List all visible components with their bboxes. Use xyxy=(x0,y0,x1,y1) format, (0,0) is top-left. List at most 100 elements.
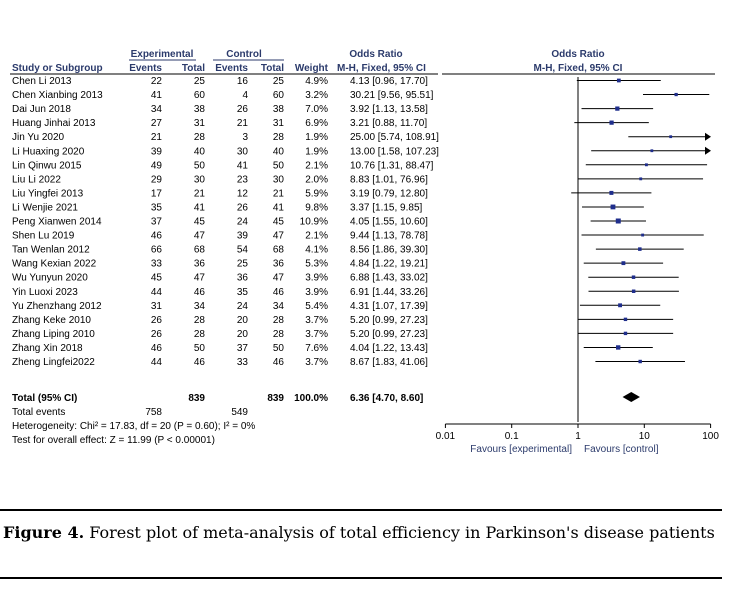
study-name: Chen Li 2013 xyxy=(12,76,72,87)
exp-total: 46 xyxy=(194,287,206,298)
weight: 7.0% xyxy=(305,104,328,115)
total-events-ctl: 549 xyxy=(231,407,248,418)
study-name: Liu Yingfei 2013 xyxy=(12,188,84,199)
ctl-events: 24 xyxy=(237,217,249,228)
ctl-total: 21 xyxy=(273,188,285,199)
study-name: Li Wenjie 2021 xyxy=(12,202,78,213)
ctl-events: 23 xyxy=(237,174,249,185)
ctl-events: 3 xyxy=(242,132,248,143)
study-point-estimate xyxy=(616,78,621,83)
exp-events: 27 xyxy=(151,118,163,129)
exp-total: 45 xyxy=(194,217,206,228)
study-point-estimate xyxy=(638,247,642,251)
weight: 9.8% xyxy=(305,202,328,213)
ctl-events-header: Events xyxy=(215,63,248,74)
table-row: Zhang Xin 2018 46 50 37 50 7.6% 4.04 [1.22, 13… xyxy=(12,343,428,354)
ctl-events: 35 xyxy=(237,287,249,298)
plot-marks xyxy=(571,77,711,422)
ci-arrow xyxy=(705,146,711,155)
weight: 6.9% xyxy=(305,118,328,129)
study-point-estimate xyxy=(674,92,678,97)
exp-total: 47 xyxy=(194,273,206,284)
study-point-estimate xyxy=(638,359,642,364)
favours-experimental-label: Favours [experimental] xyxy=(470,444,572,455)
study-point-estimate xyxy=(616,345,621,350)
exp-events: 45 xyxy=(151,273,163,284)
table-row: Yin Luoxi 2023 44 46 35 46 3.9% 6.91 [1.44, 33… xyxy=(12,287,428,298)
exp-total: 40 xyxy=(194,146,206,157)
exp-events: 66 xyxy=(151,245,163,256)
study-name: Dai Jun 2018 xyxy=(12,104,71,115)
ctl-total: 28 xyxy=(273,315,285,326)
exp-total: 38 xyxy=(194,104,206,115)
weight: 3.2% xyxy=(305,90,328,101)
ctl-total: 25 xyxy=(273,76,285,87)
x-tick-label: 10 xyxy=(639,431,651,442)
ci-text: 4.84 [1.22, 19.21] xyxy=(350,259,428,270)
exp-events: 39 xyxy=(151,146,163,157)
ctl-events: 21 xyxy=(237,118,249,129)
weight: 7.6% xyxy=(305,343,328,354)
exp-events: 21 xyxy=(151,132,163,143)
weight: 5.3% xyxy=(305,259,328,270)
study-point-estimate xyxy=(618,303,623,308)
ctl-events: 37 xyxy=(237,343,249,354)
study-name: Yin Luoxi 2023 xyxy=(12,287,78,298)
exp-events: 33 xyxy=(151,259,163,270)
total-exp-total: 839 xyxy=(188,393,205,404)
study-point-estimate xyxy=(621,261,626,266)
study-point-estimate xyxy=(641,233,645,237)
study-point-estimate xyxy=(615,106,620,111)
forest-plot: Experimental Control Odds Ratio Odds Rat… xyxy=(10,49,719,455)
study-name: Zhang Xin 2018 xyxy=(12,343,83,354)
heterogeneity-text: Heterogeneity: Chi² = 17.83, df = 20 (P … xyxy=(12,421,255,432)
exp-events: 22 xyxy=(151,76,163,87)
table-header: Experimental Control Odds Ratio Odds Rat… xyxy=(10,49,715,75)
caption-text: Forest plot of meta-analysis of total ef… xyxy=(89,523,715,542)
weight: 3.9% xyxy=(305,287,328,298)
ctl-total: 40 xyxy=(273,146,285,157)
ctl-total: 31 xyxy=(273,118,285,129)
ctl-events: 36 xyxy=(237,273,249,284)
ctl-events: 24 xyxy=(237,301,249,312)
study-name: Tan Wenlan 2012 xyxy=(12,245,90,256)
ci-text: 4.04 [1.22, 13.43] xyxy=(350,343,428,354)
exp-total: 36 xyxy=(194,259,206,270)
ctl-events: 20 xyxy=(237,329,249,340)
ci-text: 30.21 [9.56, 95.51] xyxy=(350,90,434,101)
study-point-estimate xyxy=(623,331,628,336)
exp-events: 49 xyxy=(151,160,163,171)
study-name: Jin Yu 2020 xyxy=(12,132,65,143)
exp-total-header: Total xyxy=(182,63,205,74)
study-point-estimate xyxy=(609,120,614,125)
weight: 2.1% xyxy=(305,231,328,242)
exp-total: 47 xyxy=(194,231,206,242)
ci-text: 3.21 [0.88, 11.70] xyxy=(350,118,427,129)
table-row: Yu Zhenzhang 2012 31 34 24 34 5.4% 4.31 [1.07,… xyxy=(12,301,428,312)
table-row: Jin Yu 2020 21 28 3 28 1.9% 25.00 [5.74, 108.9… xyxy=(12,132,439,143)
table-row: Zheng Lingfei2022 44 46 33 46 3.7% 8.67 [1.83,… xyxy=(12,357,428,368)
odds-ratio-table-header: Odds Ratio xyxy=(349,49,402,60)
method-plot-header: M-H, Fixed, 95% CI xyxy=(534,63,623,74)
table-row: Lin Qinwu 2015 49 50 41 50 2.1% 10.76 [1.31, 8… xyxy=(12,160,434,171)
total-events-exp: 758 xyxy=(145,407,162,418)
study-point-estimate xyxy=(623,317,628,322)
study-rows: Chen Li 2013 22 25 16 25 4.9% 4.13 [0.96, 17.7… xyxy=(12,76,439,368)
exp-events: 46 xyxy=(151,343,163,354)
exp-total: 60 xyxy=(194,90,206,101)
x-tick-label: 100 xyxy=(702,431,719,442)
ctl-total: 46 xyxy=(273,287,285,298)
ctl-events: 26 xyxy=(237,104,249,115)
table-row: Shen Lu 2019 46 47 39 47 2.1% 9.44 [1.13, 78.7… xyxy=(12,231,428,242)
ctl-events: 25 xyxy=(237,259,249,270)
ctl-events: 30 xyxy=(237,146,249,157)
favours-control-label: Favours [control] xyxy=(584,444,659,455)
study-point-estimate xyxy=(610,204,616,210)
exp-total: 21 xyxy=(194,188,206,199)
exp-total: 28 xyxy=(194,329,206,340)
ci-arrow xyxy=(705,132,711,141)
table-row: Tan Wenlan 2012 66 68 54 68 4.1% 8.56 [1.86, 3… xyxy=(12,245,428,256)
ctl-total: 38 xyxy=(273,104,285,115)
x-tick-label: 0.1 xyxy=(505,431,519,442)
ctl-events: 26 xyxy=(237,202,249,213)
